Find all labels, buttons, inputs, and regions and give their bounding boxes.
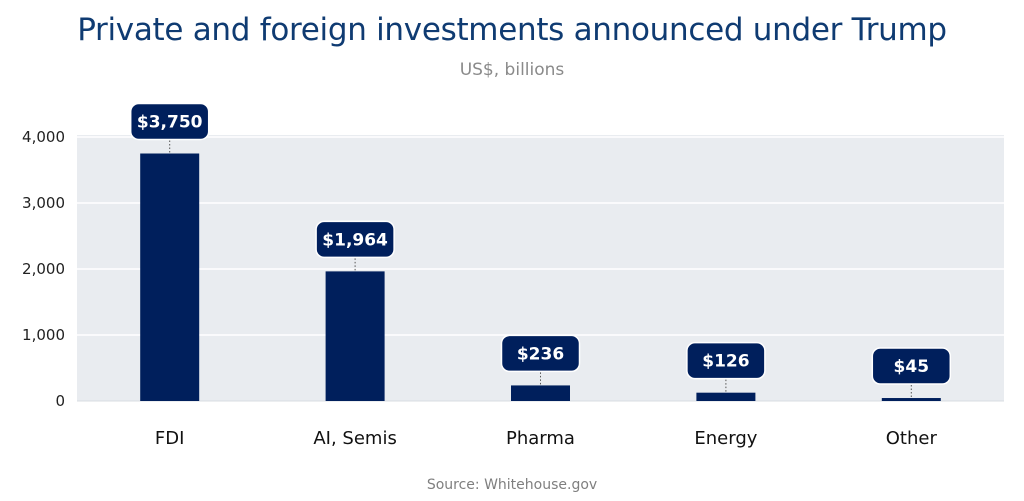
bar: [511, 385, 570, 401]
x-tick-label: FDI: [155, 428, 185, 449]
data-label: $3,750: [137, 113, 203, 133]
x-tick-label: AI, Semis: [313, 428, 396, 449]
chart-title: Private and foreign investments announce…: [77, 12, 947, 48]
data-label: $236: [517, 344, 564, 364]
data-label-box: [871, 347, 952, 385]
x-tick-label: Pharma: [506, 428, 575, 449]
data-label-box: [500, 334, 581, 373]
bar: [881, 398, 941, 401]
chart-subtitle: US$, billions: [459, 60, 565, 80]
y-tick-label: 4,000: [22, 128, 65, 146]
y-tick-label: 0: [55, 392, 65, 410]
data-label-box: [315, 220, 395, 259]
y-tick-label: 2,000: [22, 260, 65, 278]
y-tick-label: 3,000: [22, 194, 65, 212]
data-label-box: [129, 102, 210, 141]
bar: [325, 271, 385, 401]
x-tick-label: Other: [886, 428, 938, 449]
bar: [140, 153, 200, 401]
data-label: $1,964: [322, 230, 388, 250]
data-label: $45: [894, 357, 930, 377]
y-tick-label: 1,000: [22, 326, 65, 344]
x-tick-label: Energy: [694, 428, 757, 449]
data-label-box: [686, 341, 766, 380]
bar: [696, 392, 756, 401]
data-label: $126: [702, 352, 749, 372]
source-note: Source: Whitehouse.gov: [426, 477, 598, 493]
